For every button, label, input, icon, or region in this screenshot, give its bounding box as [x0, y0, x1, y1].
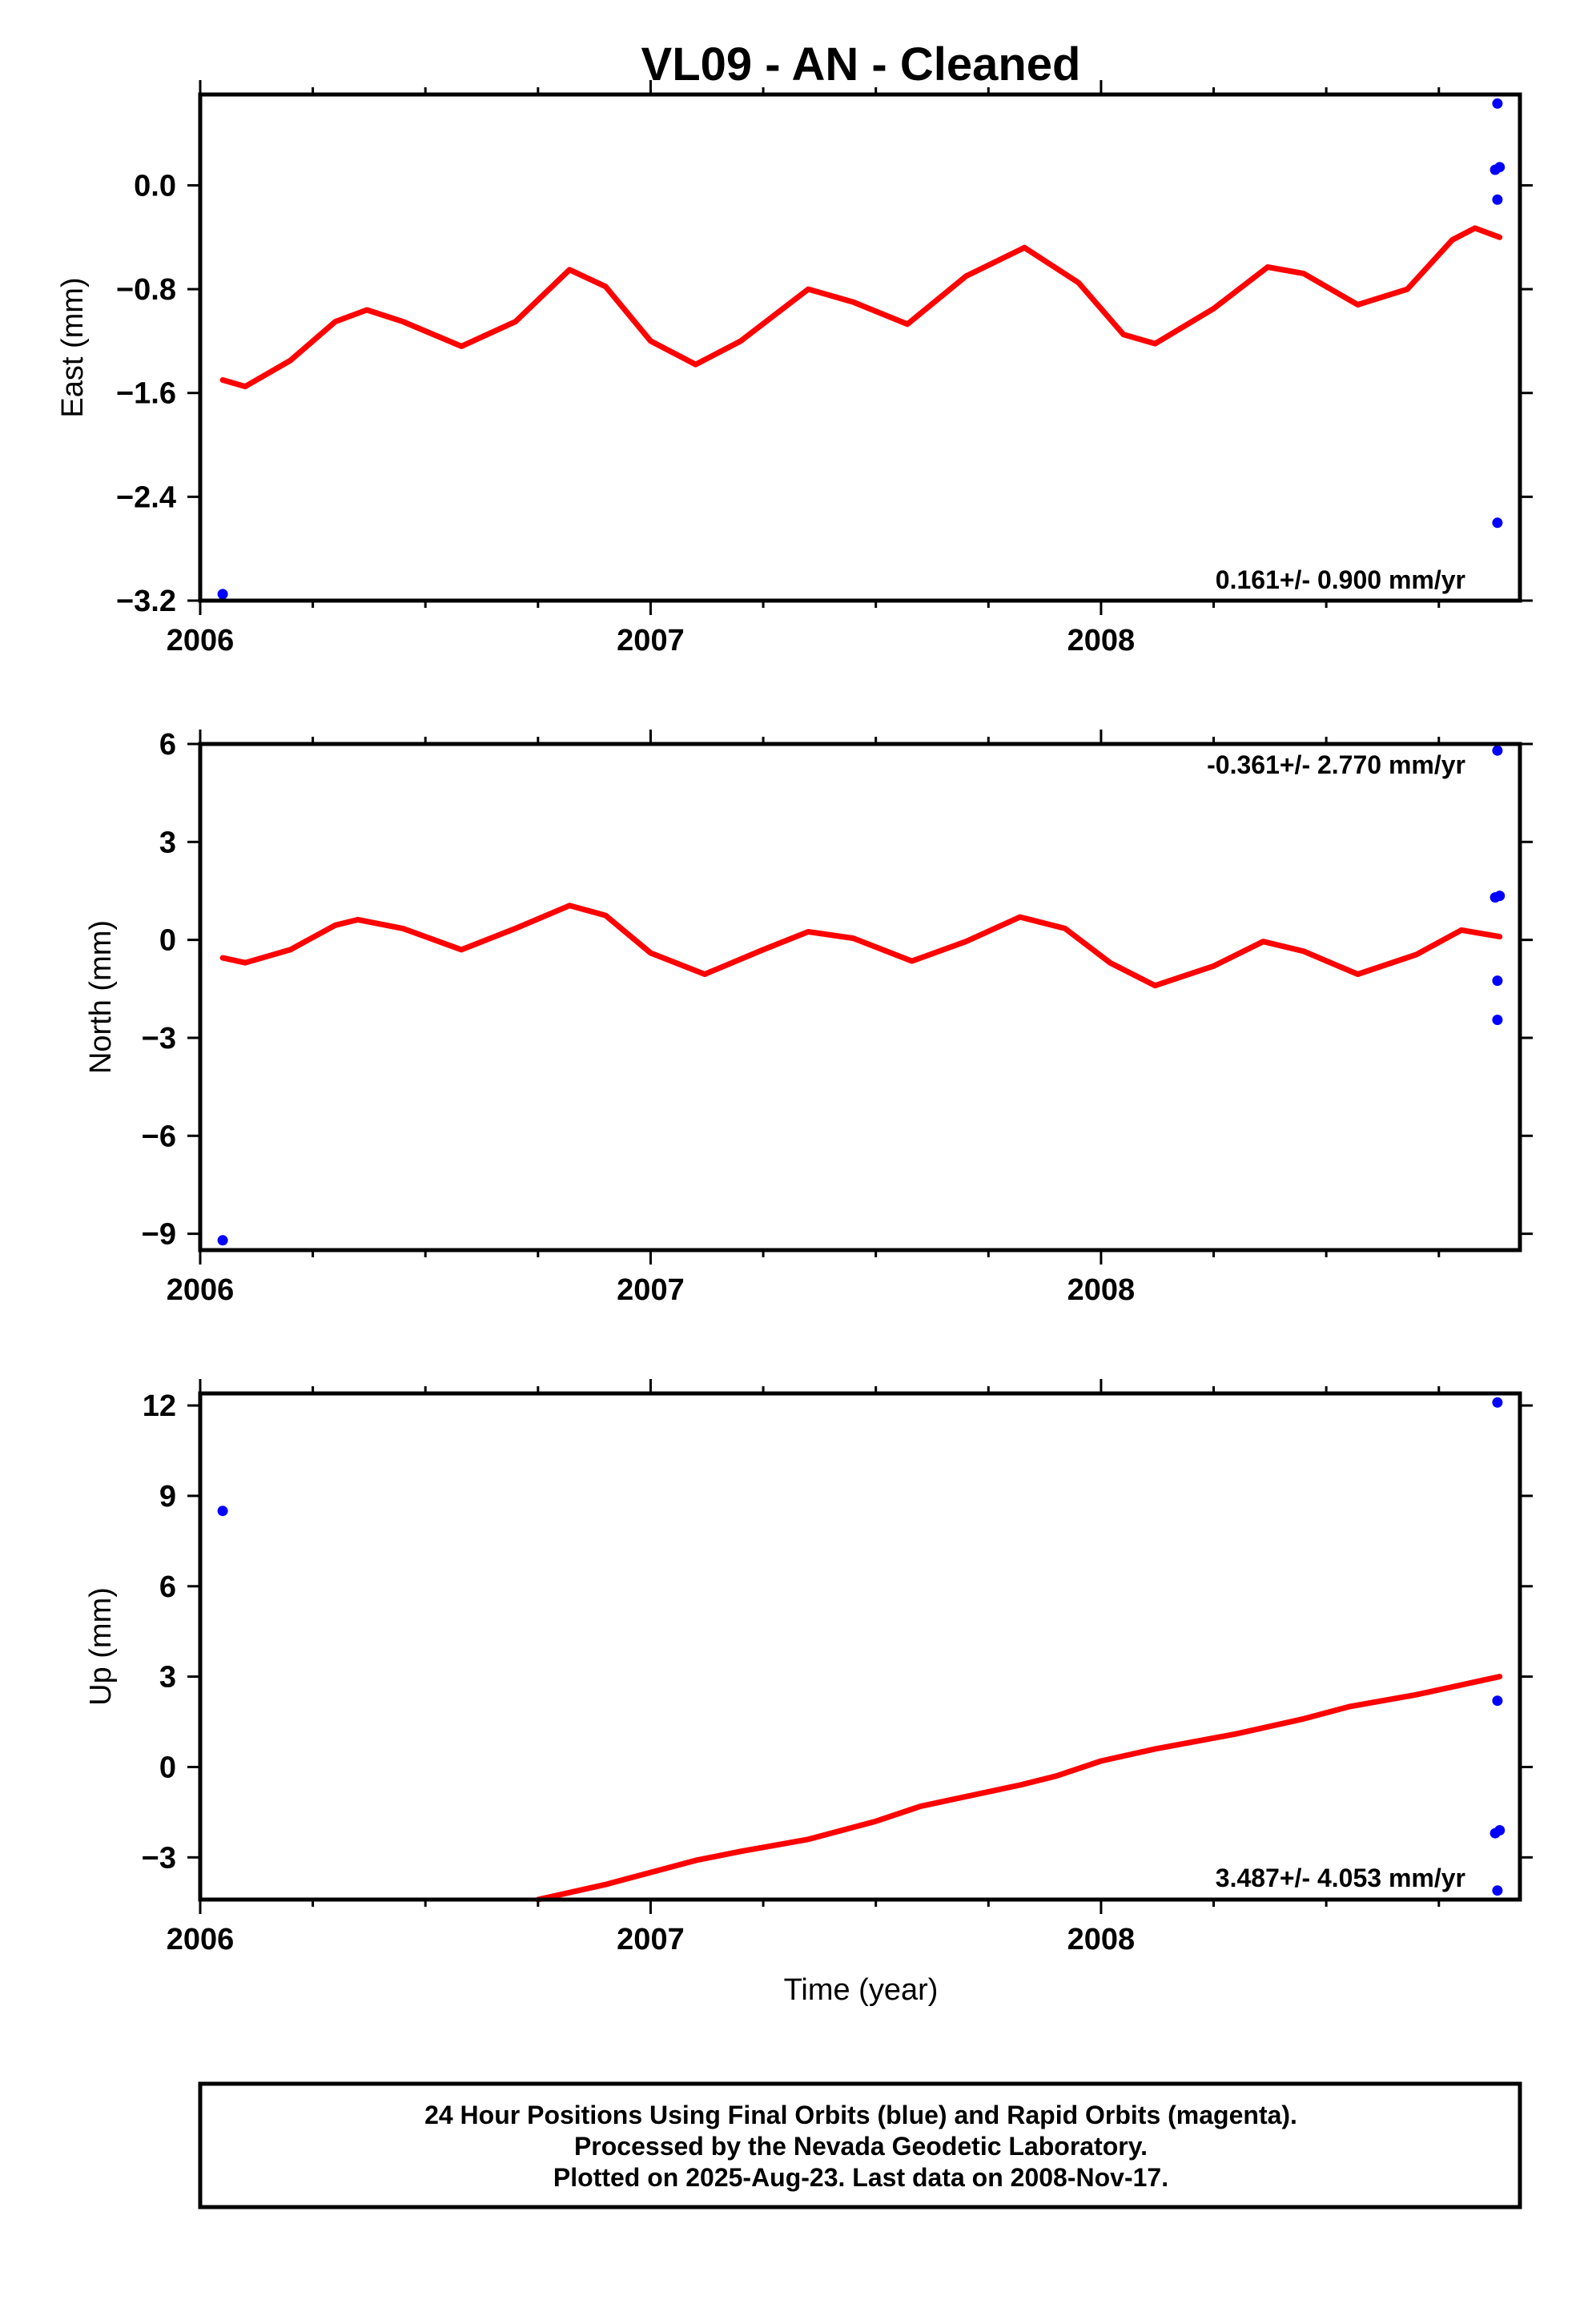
east-y-tick-label: −2.4	[116, 480, 176, 514]
up-points-layer	[217, 1397, 1506, 1896]
footer-line-1: 24 Hour Positions Using Final Orbits (bl…	[424, 2101, 1297, 2129]
chart-title: VL09 - AN - Cleaned	[641, 38, 1081, 90]
up-data-point	[1492, 1695, 1503, 1707]
north-data-point	[1492, 975, 1503, 987]
east-y-tick-label: −1.6	[116, 377, 176, 411]
east-data-point	[1492, 98, 1503, 109]
east-data-point	[217, 589, 228, 600]
up-data-point	[1492, 1397, 1503, 1408]
north-model-layer	[219, 903, 1503, 989]
east-y-tick-label: 0.0	[134, 169, 176, 203]
north-y-tick-label: −3	[142, 1022, 176, 1055]
east-y-axis-label: East (mm)	[56, 277, 90, 417]
up-data-point	[1492, 1885, 1503, 1896]
footer-frame	[198, 2081, 1522, 2209]
up-x-tick-label: 2007	[617, 1923, 685, 1956]
north-data-point	[1494, 891, 1506, 902]
up-y-tick-label: 6	[159, 1570, 176, 1604]
north-x-tick-label: 2008	[1067, 1273, 1136, 1307]
north-y-tick-label: −6	[142, 1120, 176, 1153]
footer-line-3: Plotted on 2025-Aug-23. Last data on 200…	[553, 2163, 1168, 2192]
up-labels-layer: 2006 2007 2008 12 9 6 3 0 −3	[142, 1389, 1136, 1956]
north-y-tick-label: 6	[159, 728, 176, 762]
up-data-point	[217, 1506, 228, 1517]
up-model-curve	[535, 1674, 1503, 1903]
north-points-layer	[217, 745, 1506, 1246]
east-x-tick-label: 2008	[1067, 624, 1136, 657]
x-axis-label: Time (year)	[784, 1973, 939, 2007]
up-panel: 2006 2007 2008 12 9 6 3 0 −3 Up (mm) 3.487+/- 4.…	[84, 1379, 1533, 1956]
up-plot-frame	[198, 1391, 1522, 1902]
east-plot-frame	[198, 92, 1522, 603]
up-y-tick-label: −3	[142, 1841, 176, 1875]
up-x-tick-label: 2008	[1067, 1923, 1136, 1956]
up-y-tick-label: 0	[159, 1751, 176, 1784]
up-x-tick-label: 2006	[167, 1923, 235, 1956]
north-y-axis-label: North (mm)	[84, 920, 118, 1074]
east-x-tick-label: 2007	[617, 624, 685, 657]
east-rate-label: 0.161+/- 0.900 mm/yr	[1216, 565, 1465, 594]
north-panel: 2006 2007 2008 6 3 0 −3 −6 −9 North (mm) -0.361+…	[84, 728, 1533, 1307]
footer-line-2: Processed by the Nevada Geodetic Laborat…	[574, 2132, 1148, 2161]
north-x-tick-label: 2006	[167, 1273, 235, 1307]
up-y-axis-label: Up (mm)	[84, 1587, 118, 1706]
footer-box: 24 Hour Positions Using Final Orbits (bl…	[198, 2081, 1522, 2209]
up-rate-label: 3.487+/- 4.053 mm/yr	[1216, 1864, 1465, 1892]
east-y-tick-label: −0.8	[116, 273, 176, 307]
up-data-point	[1494, 1825, 1506, 1835]
up-y-tick-label: 9	[159, 1480, 176, 1514]
north-data-point	[1492, 745, 1503, 756]
north-data-point	[217, 1235, 228, 1246]
north-y-tick-label: 3	[159, 826, 176, 859]
up-y-tick-label: 12	[143, 1389, 176, 1423]
east-data-point	[1494, 162, 1506, 173]
east-data-point	[1492, 194, 1503, 205]
north-y-tick-label: 0	[159, 924, 176, 958]
north-data-point	[1492, 1015, 1503, 1025]
north-labels-layer: 2006 2007 2008 6 3 0 −3 −6 −9	[142, 728, 1136, 1307]
east-points-layer	[217, 98, 1506, 600]
east-y-tick-label: −3.2	[116, 585, 176, 618]
east-ticks-layer	[187, 80, 1533, 615]
east-model-curve	[219, 225, 1503, 390]
east-x-tick-label: 2006	[167, 624, 235, 657]
east-panel: 2006 2007 2008 0.0 −0.8 −1.6 −2.4 −3.2 East (mm…	[56, 80, 1533, 657]
north-plot-frame	[198, 742, 1522, 1252]
north-x-tick-label: 2007	[617, 1273, 685, 1307]
north-ticks-layer	[187, 730, 1533, 1265]
north-model-curve	[219, 903, 1503, 989]
east-model-layer	[219, 225, 1503, 390]
up-ticks-layer	[187, 1379, 1533, 1914]
north-y-tick-label: −9	[142, 1218, 176, 1252]
east-data-point	[1492, 517, 1503, 529]
up-model-layer	[535, 1674, 1503, 1903]
up-y-tick-label: 3	[159, 1661, 176, 1695]
east-labels-layer: 2006 2007 2008 0.0 −0.8 −1.6 −2.4 −3.2	[116, 169, 1135, 657]
north-rate-label: -0.361+/- 2.770 mm/yr	[1207, 750, 1465, 779]
